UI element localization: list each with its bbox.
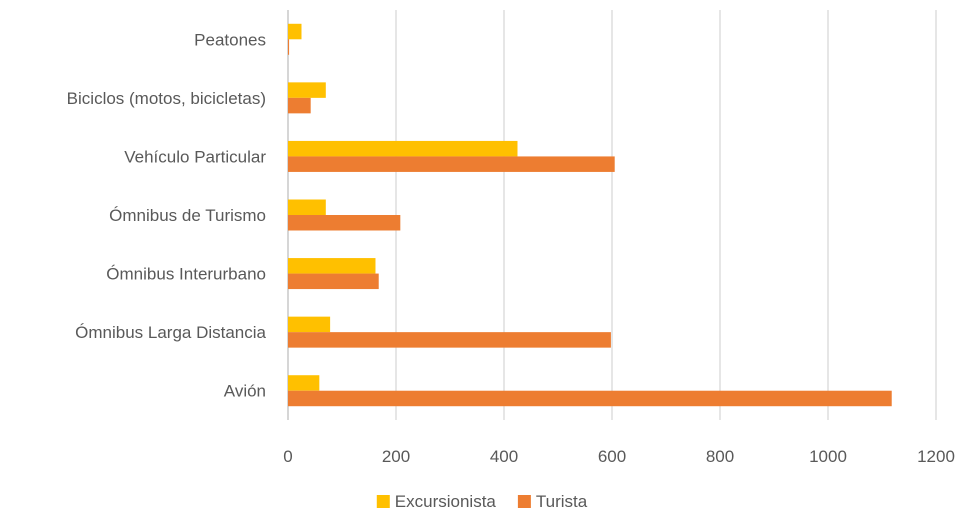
legend-swatch-excursionista (376, 495, 390, 508)
x-tick-label: 0 (283, 447, 292, 466)
bar-excursionista-biciclos-motos-bicicletas (288, 82, 326, 98)
category-label: Avión (224, 382, 266, 401)
category-label: Peatones (194, 30, 266, 49)
legend-swatch-turista (517, 495, 531, 508)
bar-turista-omnibus-interurbano (288, 273, 379, 290)
bar-excursionista-omnibus-larga-distancia (288, 316, 331, 333)
category-axis: Peatones Biciclos (motos, bicicletas) Vehí… (67, 30, 267, 400)
gridlines (287, 10, 937, 420)
bar-excursionista-omnibus-interurbano (288, 258, 376, 274)
bar-turista-omnibus-larga-distancia (288, 332, 611, 348)
category-label: Biciclos (motos, bicicletas) (67, 89, 266, 108)
bars (288, 23, 892, 407)
x-tick-label: 1200 (917, 447, 955, 466)
x-tick-label: 200 (382, 447, 410, 466)
x-tick-label: 600 (598, 447, 626, 466)
value-axis: 0 200 400 600 800 1000 1200 (283, 447, 955, 466)
x-tick-label: 1000 (809, 447, 847, 466)
legend-label-turista: Turista (536, 492, 588, 511)
legend-label-excursionista: Excursionista (395, 492, 497, 511)
legend: Excursionista Turista (376, 492, 588, 511)
bar-turista-vehiculo-particular (288, 156, 615, 172)
category-label: Ómnibus Interurbano (106, 265, 266, 284)
category-label: Vehículo Particular (124, 147, 266, 166)
x-tick-label: 800 (706, 447, 734, 466)
bar-turista-avion (288, 390, 892, 407)
bar-turista-omnibus-de-turismo (288, 215, 401, 231)
bar-turista-biciclos-motos-bicicletas (288, 97, 311, 114)
category-label: Ómnibus de Turismo (109, 206, 266, 225)
bar-turista-peatones (288, 39, 290, 55)
bar-excursionista-omnibus-de-turismo (288, 199, 326, 215)
bar-excursionista-vehiculo-particular (288, 140, 518, 157)
x-tick-label: 400 (490, 447, 518, 466)
bar-excursionista-avion (288, 375, 320, 391)
category-label: Ómnibus Larga Distancia (75, 323, 266, 342)
bar-excursionista-peatones (288, 23, 302, 40)
